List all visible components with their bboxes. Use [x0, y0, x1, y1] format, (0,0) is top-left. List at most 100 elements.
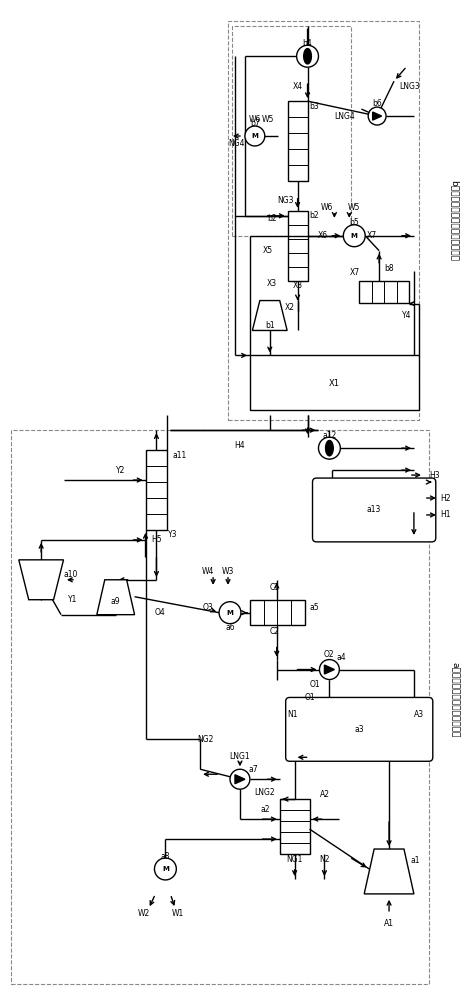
Text: H4: H4: [234, 441, 245, 450]
Polygon shape: [324, 665, 334, 674]
Bar: [250, 600, 304, 625]
Text: Y3: Y3: [167, 530, 177, 539]
Text: H1: H1: [440, 510, 450, 519]
Text: X6: X6: [317, 231, 327, 240]
Polygon shape: [372, 112, 381, 120]
Polygon shape: [252, 301, 287, 330]
Text: a7: a7: [248, 765, 257, 774]
Circle shape: [154, 858, 176, 880]
Text: X3: X3: [266, 279, 276, 288]
Circle shape: [367, 107, 385, 125]
Polygon shape: [303, 56, 311, 64]
Text: M: M: [350, 233, 357, 239]
Text: b1: b1: [264, 321, 274, 330]
Text: LNG2: LNG2: [254, 788, 275, 797]
FancyBboxPatch shape: [312, 478, 435, 542]
Text: X3: X3: [292, 281, 302, 290]
Polygon shape: [325, 440, 332, 448]
Bar: [279, 799, 309, 854]
Text: A3: A3: [413, 710, 423, 719]
Text: Y1: Y1: [68, 595, 77, 604]
Text: a5: a5: [309, 603, 319, 612]
Text: a1: a1: [410, 856, 419, 865]
Circle shape: [230, 769, 250, 789]
Text: X1: X1: [328, 379, 339, 388]
Text: a6: a6: [225, 623, 234, 632]
Text: a13: a13: [366, 505, 381, 514]
Text: LNG1: LNG1: [229, 752, 250, 761]
Text: C1: C1: [269, 583, 279, 592]
Text: W5: W5: [347, 203, 360, 212]
Text: a、高温烟气一级循环发电系统: a、高温烟气一级循环发电系统: [449, 662, 458, 737]
Polygon shape: [363, 849, 413, 894]
Polygon shape: [97, 580, 134, 615]
FancyBboxPatch shape: [285, 697, 432, 761]
Circle shape: [219, 602, 240, 624]
Text: b3: b3: [309, 102, 319, 111]
Text: M: M: [226, 610, 233, 616]
Circle shape: [319, 660, 338, 680]
Text: C2: C2: [269, 627, 279, 636]
Text: W2: W2: [137, 909, 150, 918]
Circle shape: [244, 126, 264, 146]
Text: W6: W6: [320, 203, 333, 212]
Circle shape: [296, 45, 318, 67]
Text: a8: a8: [160, 852, 170, 861]
Text: NG1: NG1: [286, 854, 302, 863]
Text: NG3: NG3: [277, 196, 294, 205]
Text: O3: O3: [202, 603, 213, 612]
Text: A2: A2: [319, 790, 329, 799]
Text: LNG3: LNG3: [398, 82, 419, 91]
Text: b7: b7: [250, 119, 259, 128]
Text: H5: H5: [151, 535, 162, 544]
Bar: [287, 101, 307, 181]
Text: W1: W1: [172, 909, 184, 918]
Text: X4: X4: [292, 82, 302, 91]
Text: W5: W5: [261, 115, 273, 124]
Text: W6: W6: [248, 115, 261, 124]
Polygon shape: [234, 775, 244, 784]
Polygon shape: [303, 49, 311, 56]
Text: X5: X5: [262, 246, 272, 255]
Polygon shape: [19, 560, 63, 600]
Text: O2: O2: [323, 650, 334, 659]
Text: X7: X7: [366, 231, 376, 240]
Text: LNG4: LNG4: [333, 112, 354, 121]
Text: NG2: NG2: [197, 735, 213, 744]
Text: X7: X7: [350, 268, 360, 277]
Bar: [145, 450, 167, 530]
Text: b2: b2: [266, 214, 276, 223]
Text: O1: O1: [304, 693, 314, 702]
Text: N2: N2: [319, 854, 329, 863]
Text: b2: b2: [309, 211, 319, 220]
Text: X2: X2: [284, 303, 294, 312]
Text: b6: b6: [371, 99, 381, 108]
Text: O1: O1: [308, 680, 319, 689]
Bar: [287, 211, 307, 281]
Circle shape: [343, 225, 364, 247]
Bar: [250, 355, 418, 410]
Text: Y4: Y4: [401, 311, 411, 320]
Text: H2: H2: [440, 494, 450, 503]
Text: b、低沸点工质二级循环发电系统: b、低沸点工质二级循环发电系统: [449, 180, 458, 261]
Text: H3: H3: [428, 471, 438, 480]
Text: M: M: [251, 133, 258, 139]
Text: a2: a2: [259, 805, 269, 814]
Text: a10: a10: [63, 570, 77, 579]
Polygon shape: [325, 448, 332, 456]
Text: a4: a4: [336, 653, 345, 662]
Text: b8: b8: [383, 264, 393, 273]
Text: Y2: Y2: [116, 466, 125, 475]
Text: b5: b5: [349, 218, 358, 227]
Text: O4: O4: [155, 608, 165, 617]
Bar: [11, 430, 428, 984]
Text: M: M: [162, 866, 169, 872]
Text: b4: b4: [302, 39, 312, 48]
Circle shape: [318, 437, 340, 459]
Bar: [227, 21, 418, 420]
Text: a11: a11: [172, 451, 186, 460]
Text: a12: a12: [322, 431, 336, 440]
Text: W3: W3: [221, 567, 234, 576]
Text: W4: W4: [201, 567, 214, 576]
Bar: [232, 26, 350, 236]
